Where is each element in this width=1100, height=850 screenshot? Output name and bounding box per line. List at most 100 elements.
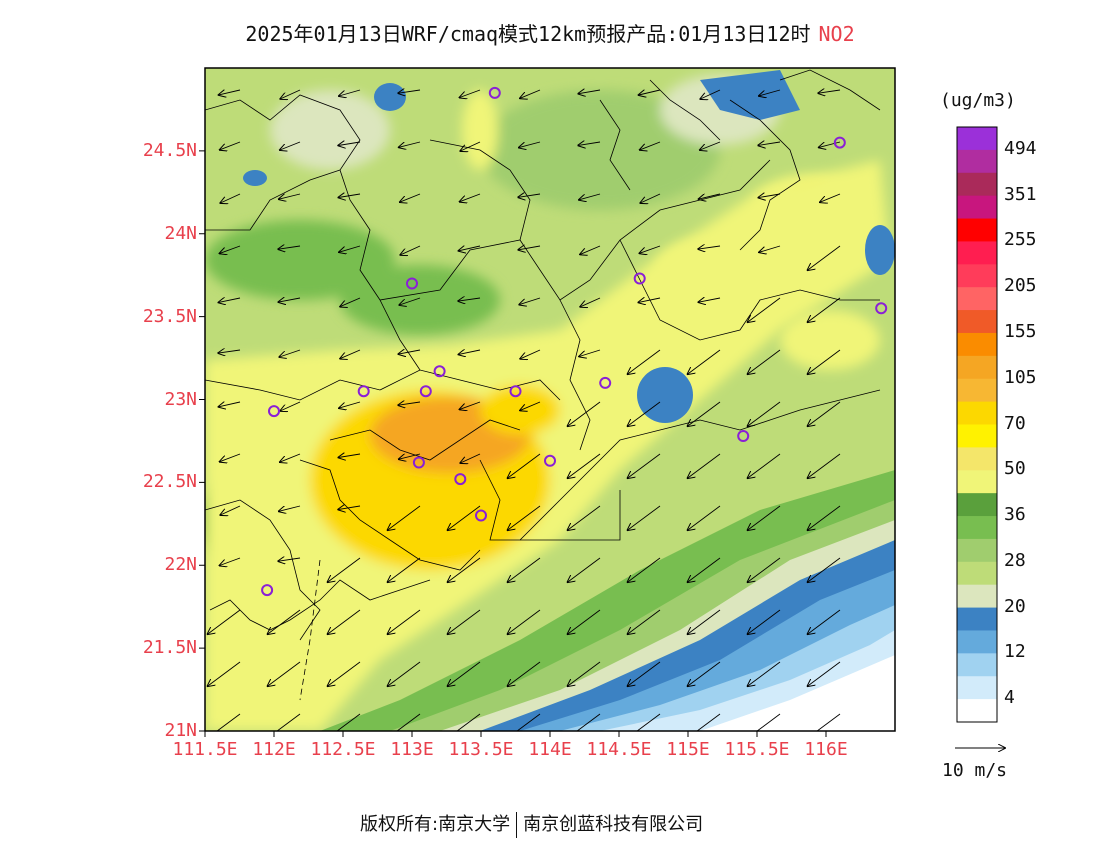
lon-label: 115.5E <box>724 739 790 760</box>
wind-arrow <box>339 89 361 96</box>
wind-arrow <box>579 349 601 357</box>
wind-arrow <box>518 194 541 197</box>
wind-arrow <box>338 142 361 146</box>
colorbar-segment <box>957 470 997 494</box>
colorbar-segment <box>957 127 997 151</box>
colorbar-segment <box>957 401 997 425</box>
wind-arrow <box>280 89 301 99</box>
wind-arrow <box>278 246 301 249</box>
wind-arrow <box>808 453 841 478</box>
boundary-line <box>205 369 561 401</box>
colorbar-label: 351 <box>1004 183 1037 205</box>
wind-arrow <box>628 453 661 478</box>
field-yellow-east <box>780 310 880 370</box>
wind-arrow <box>819 141 841 147</box>
wind-arrow <box>519 141 541 148</box>
wind-arrow <box>748 557 781 582</box>
wind-arrow <box>748 297 781 322</box>
wind-arrow <box>268 609 301 634</box>
wind-arrow <box>448 661 481 686</box>
lon-label: 116E <box>804 739 848 760</box>
wind-arrow <box>280 141 301 150</box>
wind-arrow <box>520 401 541 410</box>
wind-arrow <box>338 506 361 510</box>
station-marker <box>544 454 556 467</box>
wind-arrow <box>568 557 601 582</box>
wind-arrow <box>688 349 721 374</box>
copyright-separator <box>516 812 518 838</box>
colorbar-label: 70 <box>1004 412 1026 434</box>
colorbar-segment <box>957 241 997 265</box>
wind-arrow <box>640 245 661 253</box>
station-marker <box>737 430 750 442</box>
colorbar-segment <box>957 561 997 586</box>
colorbar-segment <box>957 607 997 631</box>
wind-arrow <box>220 505 241 515</box>
wind-arrow <box>448 713 481 731</box>
wind-arrow <box>748 609 781 634</box>
wind-arrow <box>460 401 481 409</box>
colorbar-unit: (ug/m3) <box>940 90 1016 111</box>
wind-arrow <box>520 349 541 359</box>
wind-arrow <box>460 193 481 202</box>
wind-arrow <box>748 713 781 731</box>
copyright-owner1: 南京大学 <box>438 814 511 835</box>
colorbar-segment <box>957 355 997 380</box>
wind-arrow <box>580 245 601 254</box>
station-marker <box>599 376 612 389</box>
wind-vectors <box>208 89 841 731</box>
wind-arrow <box>628 349 661 374</box>
wind-arrow <box>508 609 541 634</box>
lat-label: 21N <box>164 720 197 741</box>
wind-arrow <box>328 713 361 731</box>
wind-arrow <box>220 193 241 203</box>
wind-arrow <box>748 453 781 478</box>
wind-arrow <box>339 401 361 408</box>
station-marker <box>433 365 446 378</box>
wind-arrow <box>688 713 721 731</box>
wind-arrow <box>698 246 721 249</box>
wind-arrow <box>328 557 361 582</box>
colorbar-segment <box>957 493 997 517</box>
wind-arrow <box>628 609 661 634</box>
station-marker <box>633 272 646 285</box>
wind-arrow <box>219 402 241 407</box>
wind-arrow <box>268 661 301 686</box>
lon-label: 114E <box>528 739 572 760</box>
lat-label: 22.5N <box>142 471 197 493</box>
field-green-north <box>480 90 720 210</box>
lat-label: 22N <box>164 554 197 576</box>
colorbar-segment <box>957 538 997 563</box>
wind-arrow <box>399 453 421 459</box>
wind-arrow <box>458 298 481 301</box>
lon-label: 112.5E <box>310 739 376 760</box>
wind-arrow <box>279 505 301 511</box>
colorbar-segment <box>957 332 997 357</box>
wind-arrow <box>460 141 481 151</box>
colorbar-segment <box>957 699 997 723</box>
wind-arrow <box>448 557 481 582</box>
wind-arrow <box>388 557 421 582</box>
wind-arrow <box>280 453 301 462</box>
pollutant-label: NO2 <box>818 22 855 46</box>
wind-arrow <box>688 453 721 478</box>
station-marker <box>268 405 280 418</box>
colorbar-label: 36 <box>1004 504 1026 526</box>
lat-label: 24.5N <box>142 139 197 161</box>
wind-arrow <box>448 609 481 634</box>
wind-arrow <box>748 401 781 426</box>
colorbar-label: 4 <box>1004 687 1015 709</box>
boundary-line <box>205 169 341 231</box>
station-marker <box>475 509 487 522</box>
wind-arrow <box>628 401 661 426</box>
wind-arrow <box>459 350 481 354</box>
wind-arrow <box>208 609 241 634</box>
boundary-line <box>299 459 481 571</box>
colorbar-segment <box>957 630 997 654</box>
wind-arrow <box>688 609 721 634</box>
colorbar-border <box>956 126 998 723</box>
wind-arrow <box>688 401 721 426</box>
boundary-line <box>520 490 621 541</box>
wind-arrow <box>398 402 421 405</box>
wind-arrow <box>568 661 601 686</box>
